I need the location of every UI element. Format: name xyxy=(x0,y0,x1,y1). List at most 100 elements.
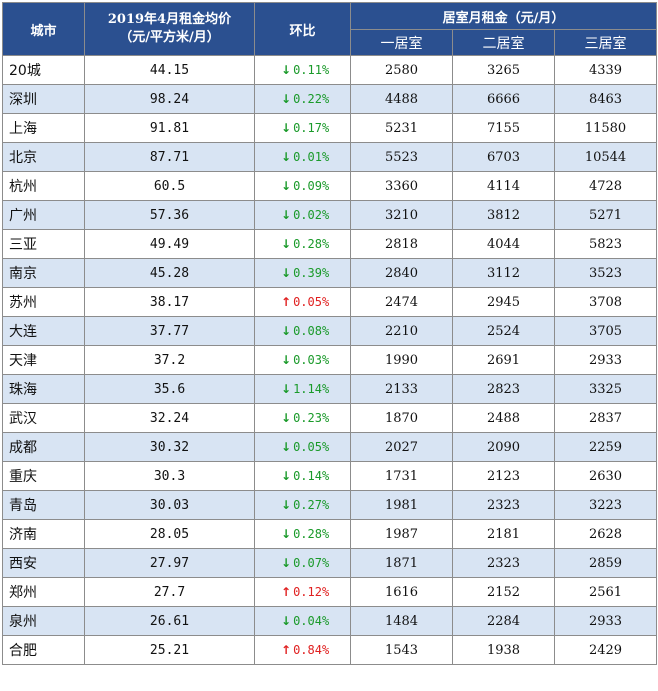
mom-value: 0.11% xyxy=(293,63,330,77)
table-row: 北京 87.71 ↓ 0.01% 5523 6703 10544 xyxy=(2,142,658,172)
two-bedroom-rent-cell: 4044 xyxy=(452,229,555,259)
price-header: 2019年4月租金均价 （元/平方米/月） xyxy=(84,2,255,56)
avg-price-cell: 49.49 xyxy=(84,229,255,259)
arrow-down-icon: ↓ xyxy=(281,411,292,425)
arrow-down-icon: ↓ xyxy=(281,382,292,396)
two-bedroom-rent-cell: 2090 xyxy=(452,432,555,462)
arrow-down-icon: ↓ xyxy=(281,208,292,222)
mom-cell: ↓ 0.11% xyxy=(254,55,351,85)
arrow-down-icon: ↓ xyxy=(281,498,292,512)
one-bedroom-rent-cell: 1871 xyxy=(350,548,453,578)
avg-price-cell: 45.28 xyxy=(84,258,255,288)
city-header: 城市 xyxy=(2,2,85,56)
table-row: 苏州 38.17 ↑ 0.05% 2474 2945 3708 xyxy=(2,287,658,317)
mom-cell: ↓ 0.09% xyxy=(254,171,351,201)
avg-price-cell: 35.6 xyxy=(84,374,255,404)
avg-price-cell: 87.71 xyxy=(84,142,255,172)
city-cell: 大连 xyxy=(2,316,85,346)
city-cell: 重庆 xyxy=(2,461,85,491)
table-row: 上海 91.81 ↓ 0.17% 5231 7155 11580 xyxy=(2,113,658,143)
city-cell: 深圳 xyxy=(2,84,85,114)
city-cell: 杭州 xyxy=(2,171,85,201)
mom-cell: ↓ 1.14% xyxy=(254,374,351,404)
arrow-down-icon: ↓ xyxy=(281,440,292,454)
mom-value: 0.27% xyxy=(293,498,330,512)
mom-value: 0.04% xyxy=(293,614,330,628)
arrow-down-icon: ↓ xyxy=(281,469,292,483)
two-bedroom-rent-cell: 2945 xyxy=(452,287,555,317)
avg-price-cell: 26.61 xyxy=(84,606,255,636)
one-bedroom-header: 一居室 xyxy=(350,29,453,56)
avg-price-cell: 30.3 xyxy=(84,461,255,491)
one-bedroom-rent-cell: 5231 xyxy=(350,113,453,143)
price-header-line2: （元/平方米/月） xyxy=(119,30,220,45)
three-bedroom-rent-cell: 5271 xyxy=(553,200,658,230)
arrow-up-icon: ↑ xyxy=(281,643,292,657)
three-bedroom-rent-cell: 4728 xyxy=(553,171,658,201)
mom-value: 0.09% xyxy=(293,179,330,193)
mom-value: 0.12% xyxy=(293,585,330,599)
table-row: 天津 37.2 ↓ 0.03% 1990 2691 2933 xyxy=(2,345,658,375)
three-bedroom-rent-cell: 5823 xyxy=(553,229,658,259)
three-bedroom-rent-cell: 8463 xyxy=(553,84,658,114)
three-bedroom-rent-cell: 2628 xyxy=(553,519,658,549)
mom-value: 0.14% xyxy=(293,469,330,483)
three-bedroom-rent-cell: 3708 xyxy=(553,287,658,317)
city-cell: 合肥 xyxy=(2,635,85,665)
mom-cell: ↓ 0.27% xyxy=(254,490,351,520)
three-bedroom-header: 三居室 xyxy=(553,29,658,56)
three-bedroom-rent-cell: 3223 xyxy=(553,490,658,520)
mom-cell: ↑ 0.05% xyxy=(254,287,351,317)
one-bedroom-rent-cell: 1870 xyxy=(350,403,453,433)
avg-price-cell: 37.2 xyxy=(84,345,255,375)
mom-value: 0.84% xyxy=(293,643,330,657)
one-bedroom-rent-cell: 1731 xyxy=(350,461,453,491)
one-bedroom-rent-cell: 2210 xyxy=(350,316,453,346)
rent-table: 城市 2019年4月租金均价 （元/平方米/月） 环比 居室月租金（元/月） 一… xyxy=(2,2,658,665)
three-bedroom-rent-cell: 11580 xyxy=(553,113,658,143)
table-row: 成都 30.32 ↓ 0.05% 2027 2090 2259 xyxy=(2,432,658,462)
two-bedroom-rent-cell: 2284 xyxy=(452,606,555,636)
mom-value: 0.05% xyxy=(293,295,330,309)
mom-value: 0.39% xyxy=(293,266,330,280)
arrow-down-icon: ↓ xyxy=(281,353,292,367)
mom-value: 0.05% xyxy=(293,440,330,454)
city-cell: 珠海 xyxy=(2,374,85,404)
mom-cell: ↓ 0.01% xyxy=(254,142,351,172)
three-bedroom-rent-cell: 2837 xyxy=(553,403,658,433)
avg-price-cell: 32.24 xyxy=(84,403,255,433)
two-bedroom-rent-cell: 6703 xyxy=(452,142,555,172)
rent-group-header: 居室月租金（元/月） xyxy=(349,2,658,30)
mom-value: 0.03% xyxy=(293,353,330,367)
mom-value: 0.08% xyxy=(293,324,330,338)
city-cell: 北京 xyxy=(2,142,85,172)
city-cell: 泉州 xyxy=(2,606,85,636)
city-cell: 成都 xyxy=(2,432,85,462)
mom-cell: ↓ 0.14% xyxy=(254,461,351,491)
mom-cell: ↓ 0.03% xyxy=(254,345,351,375)
arrow-up-icon: ↑ xyxy=(281,585,292,599)
one-bedroom-rent-cell: 5523 xyxy=(350,142,453,172)
two-bedroom-rent-cell: 2152 xyxy=(452,577,555,607)
table-row: 青岛 30.03 ↓ 0.27% 1981 2323 3223 xyxy=(2,490,658,520)
table-row: 大连 37.77 ↓ 0.08% 2210 2524 3705 xyxy=(2,316,658,346)
mom-value: 0.28% xyxy=(293,237,330,251)
avg-price-cell: 30.32 xyxy=(84,432,255,462)
one-bedroom-rent-cell: 3210 xyxy=(350,200,453,230)
one-bedroom-rent-cell: 1981 xyxy=(350,490,453,520)
mom-value: 1.14% xyxy=(293,382,330,396)
one-bedroom-rent-cell: 2027 xyxy=(350,432,453,462)
mom-cell: ↓ 0.28% xyxy=(254,519,351,549)
mom-cell: ↓ 0.17% xyxy=(254,113,351,143)
arrow-down-icon: ↓ xyxy=(281,324,292,338)
two-bedroom-rent-cell: 2488 xyxy=(452,403,555,433)
one-bedroom-rent-cell: 1987 xyxy=(350,519,453,549)
three-bedroom-rent-cell: 2933 xyxy=(553,606,658,636)
one-bedroom-rent-cell: 2474 xyxy=(350,287,453,317)
table-row: 郑州 27.7 ↑ 0.12% 1616 2152 2561 xyxy=(2,577,658,607)
three-bedroom-rent-cell: 2630 xyxy=(553,461,658,491)
arrow-down-icon: ↓ xyxy=(281,266,292,280)
one-bedroom-rent-cell: 1543 xyxy=(350,635,453,665)
mom-value: 0.02% xyxy=(293,208,330,222)
mom-value: 0.17% xyxy=(293,121,330,135)
